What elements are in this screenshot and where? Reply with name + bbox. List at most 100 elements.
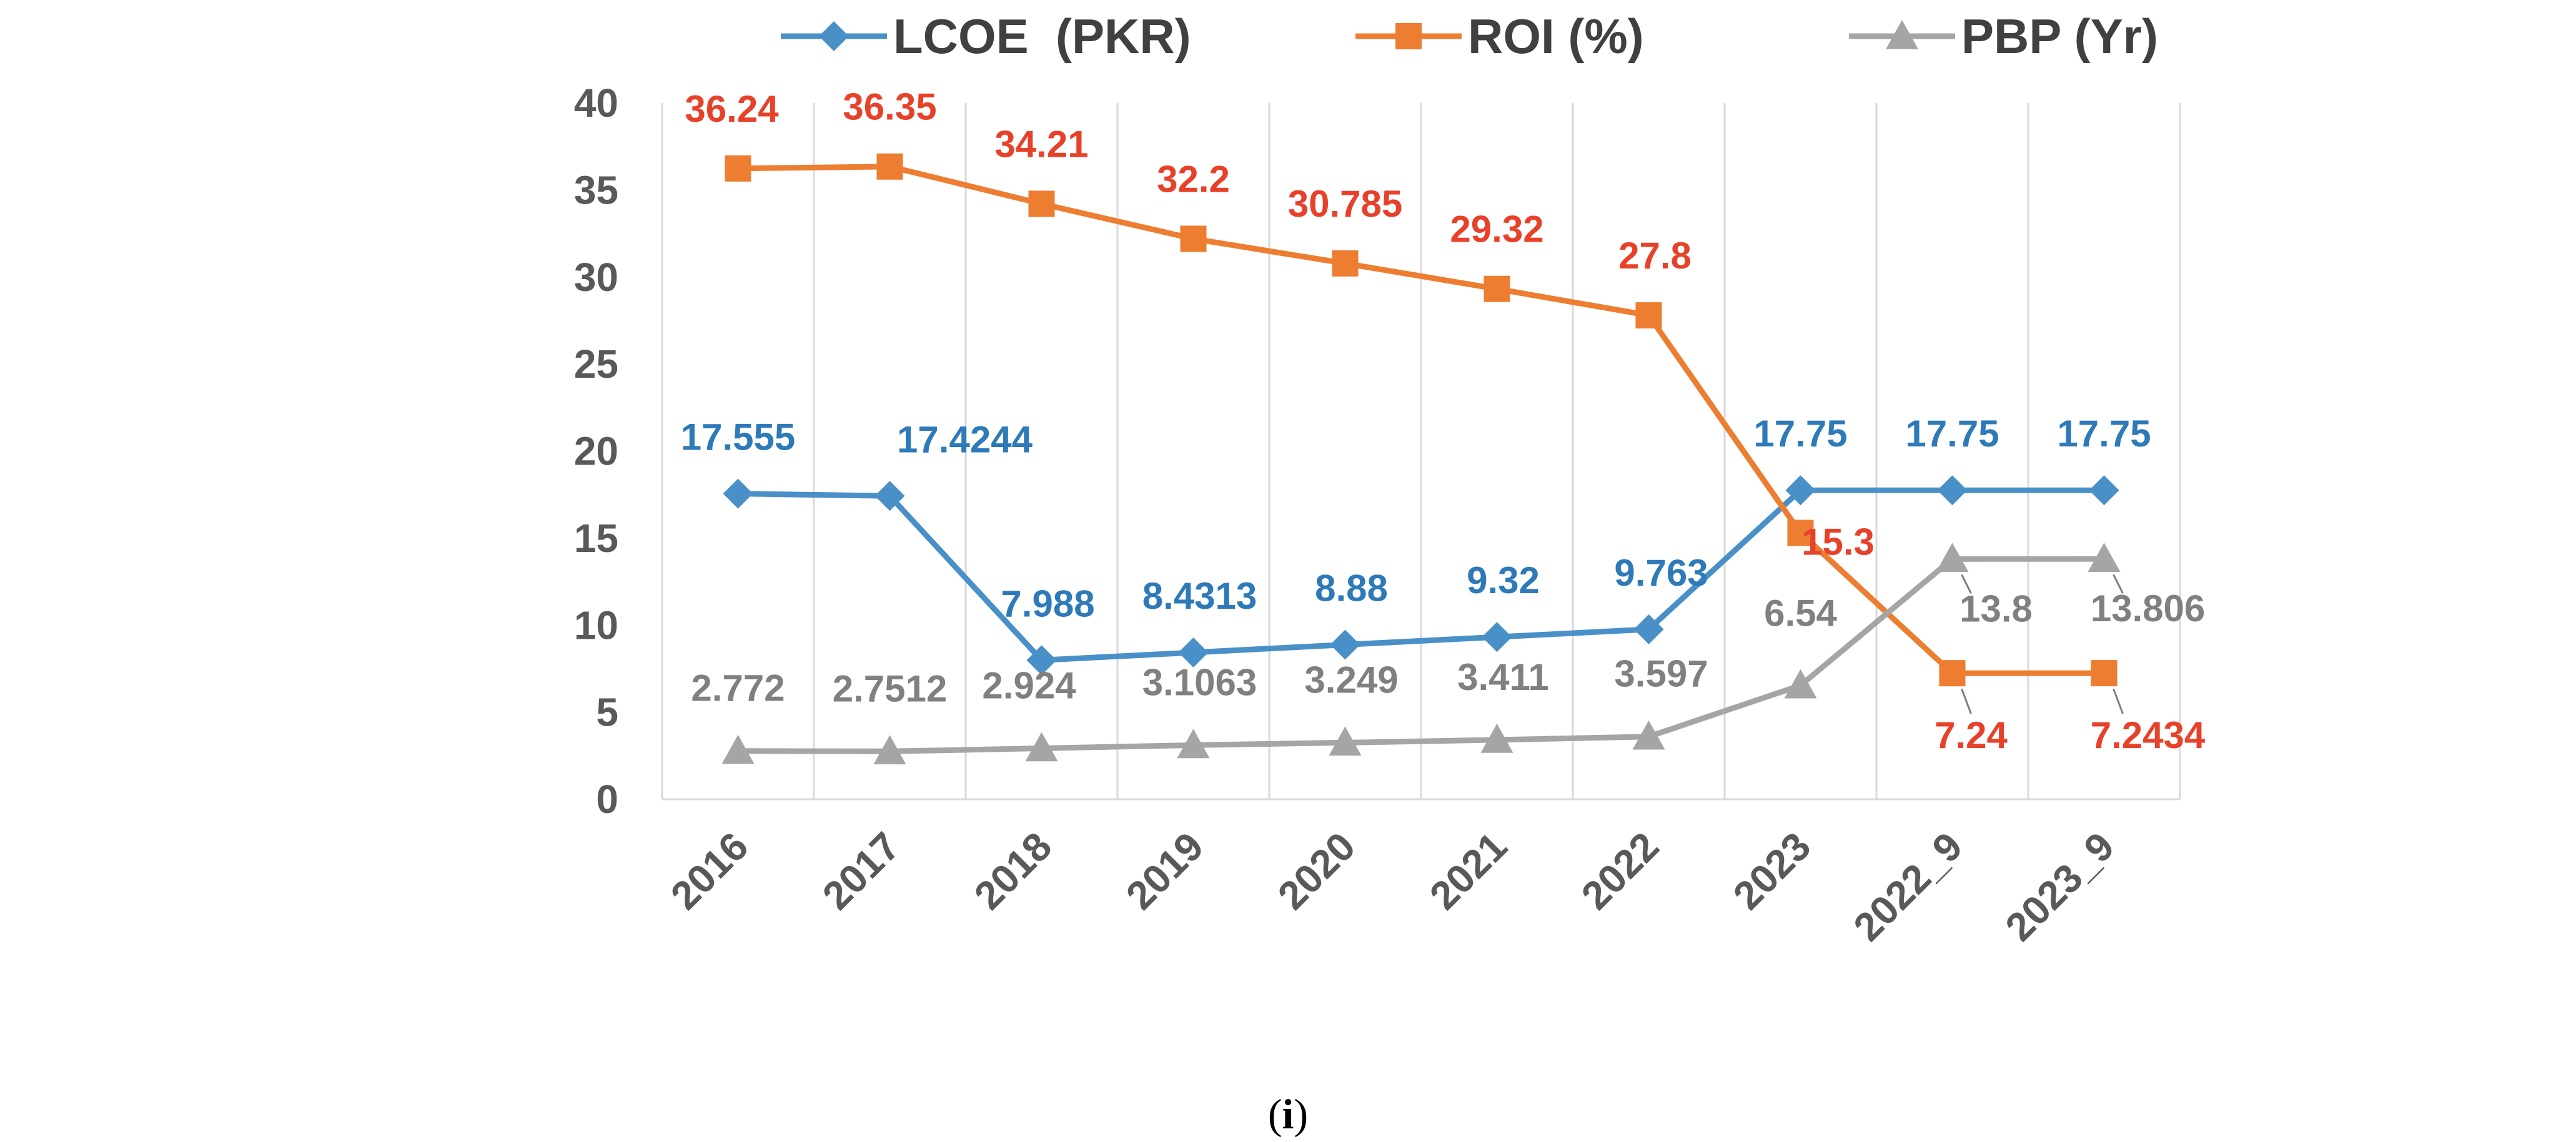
- data-label: 17.555: [681, 416, 796, 458]
- figure-caption: (i): [0, 1090, 2576, 1139]
- legend-label: LCOE (PKR): [893, 9, 1191, 64]
- data-point: [2088, 543, 2121, 572]
- data-point: [1939, 660, 1966, 687]
- y-tick-label: 40: [574, 81, 618, 126]
- y-tick-label: 15: [574, 516, 618, 561]
- data-point: [1635, 302, 1662, 329]
- data-label: 17.4244: [897, 418, 1033, 460]
- y-tick-label: 20: [574, 429, 618, 474]
- caption-open: (: [1267, 1090, 1282, 1138]
- y-tick-label: 35: [574, 167, 618, 212]
- data-label: 9.32: [1467, 559, 1540, 601]
- leader-line: [2113, 688, 2124, 714]
- data-label: 6.54: [1764, 593, 1837, 634]
- data-label: 3.249: [1304, 659, 1398, 701]
- y-tick-label: 25: [574, 342, 618, 386]
- data-label: 8.88: [1315, 567, 1388, 609]
- legend-marker: [1886, 20, 1918, 49]
- data-point: [1784, 669, 1817, 699]
- data-label: 3.411: [1457, 656, 1549, 698]
- data-point: [723, 478, 753, 509]
- series-group: [721, 153, 2121, 765]
- data-point: [1180, 225, 1207, 252]
- data-label: 2.924: [982, 664, 1076, 706]
- data-label: 2.772: [691, 667, 785, 709]
- data-labels: 17.555 17.4244 7.988 8.4313 8.88 9.32 9.763 17.…: [681, 86, 2206, 756]
- data-label: 17.75: [2057, 413, 2151, 455]
- x-tick-label: 2020: [1269, 824, 1364, 918]
- series-line-0: [738, 487, 2104, 663]
- data-point: [1633, 614, 1664, 644]
- legend: LCOE (PKR) ROI (%) PBP (Yr): [781, 9, 2158, 64]
- data-point: [1936, 543, 1969, 573]
- legend-marker: [819, 21, 849, 51]
- leader-line: [1961, 574, 1972, 594]
- y-tick-label: 10: [574, 603, 618, 647]
- x-tick-label: 2022_9: [1845, 824, 1971, 950]
- data-point: [1482, 622, 1512, 652]
- data-label: 8.4313: [1142, 575, 1257, 617]
- data-label: 32.2: [1157, 158, 1230, 200]
- data-point: [876, 153, 903, 180]
- x-tick-label: 2023: [1725, 824, 1820, 918]
- data-label: 9.763: [1614, 552, 1708, 594]
- data-point: [1329, 726, 1362, 756]
- data-point: [2091, 660, 2118, 687]
- data-point: [1028, 190, 1055, 217]
- data-point: [1177, 729, 1210, 759]
- data-point: [874, 481, 905, 511]
- data-label: 13.8: [1959, 588, 2033, 629]
- data-point: [1332, 250, 1359, 277]
- series-line-1: [738, 164, 2104, 676]
- data-point: [1480, 723, 1513, 753]
- legend-label: PBP (Yr): [1961, 9, 2158, 64]
- data-point: [2089, 475, 2119, 506]
- legend-label: ROI (%): [1468, 9, 1644, 64]
- data-label: 3.1063: [1142, 661, 1257, 703]
- data-point: [873, 735, 906, 765]
- y-tick-label: 30: [574, 255, 618, 300]
- data-point: [1026, 645, 1057, 676]
- caption-letter: i: [1282, 1090, 1294, 1138]
- data-point: [1330, 629, 1360, 660]
- data-label: 7.988: [1001, 583, 1094, 624]
- data-point: [1787, 519, 1814, 546]
- x-tick-label: 2018: [966, 824, 1061, 918]
- data-label: 30.785: [1288, 183, 1403, 225]
- series-line-2: [738, 556, 2104, 754]
- data-label: 36.24: [685, 88, 779, 130]
- caption-close: ): [1294, 1090, 1309, 1138]
- x-tick-label: 2019: [1117, 824, 1212, 918]
- data-point: [1785, 475, 1816, 506]
- x-tick-label: 2023_9: [1996, 824, 2123, 950]
- leader-line: [1961, 688, 1972, 714]
- data-point: [1025, 732, 1058, 762]
- data-label: 7.2434: [2091, 714, 2206, 756]
- gridlines: [661, 103, 2181, 799]
- data-point: [1632, 720, 1665, 750]
- leader-line: [2113, 574, 2124, 594]
- data-label: 29.32: [1450, 209, 1543, 250]
- y-tick-label: 0: [596, 777, 618, 822]
- data-label: 27.8: [1618, 235, 1692, 277]
- data-label: 2.7512: [833, 667, 948, 709]
- data-label: 13.806: [2091, 588, 2206, 629]
- data-point: [1937, 475, 1968, 506]
- x-tick-label: 2021: [1421, 824, 1516, 918]
- data-point: [725, 155, 751, 182]
- data-label: 7.24: [1934, 714, 2008, 756]
- y-axis: 0 5 10 15 20 25 30 35 40: [574, 81, 618, 822]
- x-axis: 2016 2017 2018 2019 2020 2021 2022 2023 2022_9 20…: [662, 798, 2180, 950]
- data-point: [1178, 637, 1209, 667]
- data-label: 15.3: [1801, 521, 1875, 563]
- data-label: 36.35: [843, 86, 936, 128]
- y-tick-label: 5: [596, 690, 618, 735]
- data-label: 17.75: [1905, 413, 1999, 455]
- x-tick-label: 2016: [662, 824, 757, 918]
- data-point: [721, 734, 755, 764]
- x-tick-label: 2017: [814, 824, 909, 918]
- data-point: [1484, 275, 1510, 302]
- x-tick-label: 2022: [1573, 824, 1668, 918]
- data-label: 3.597: [1614, 653, 1708, 695]
